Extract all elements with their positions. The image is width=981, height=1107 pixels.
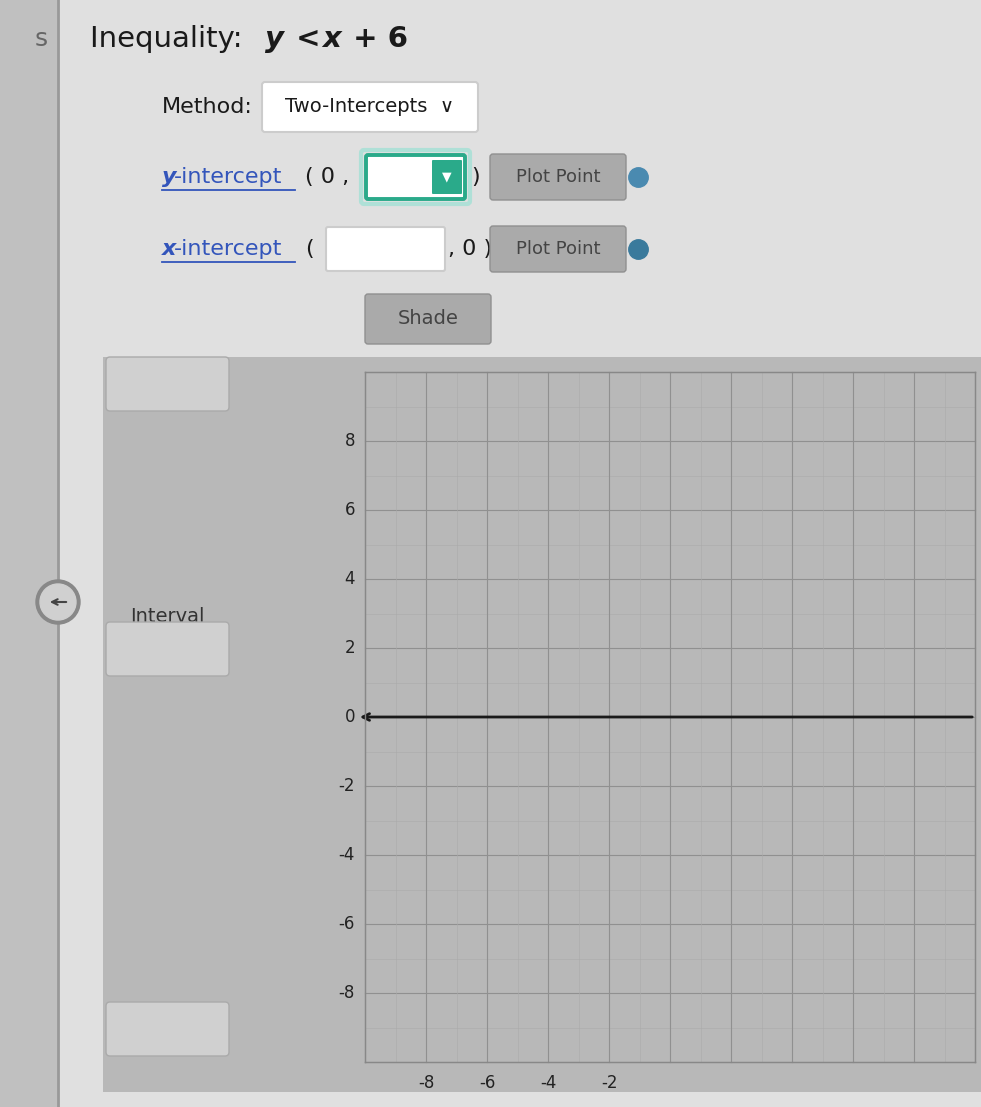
Text: Two-Intercepts  ∨: Two-Intercepts ∨	[285, 97, 454, 116]
Text: -2: -2	[600, 1074, 617, 1092]
Text: Interval: Interval	[130, 608, 205, 627]
FancyBboxPatch shape	[106, 622, 229, 676]
Text: -4: -4	[338, 846, 355, 863]
Text: -intercept: -intercept	[174, 167, 283, 187]
Text: -6: -6	[338, 915, 355, 933]
Text: Plot Point: Plot Point	[516, 240, 600, 258]
Text: -10: -10	[148, 1017, 186, 1041]
FancyBboxPatch shape	[0, 0, 58, 1107]
FancyBboxPatch shape	[490, 226, 626, 272]
Text: 0: 0	[344, 708, 355, 726]
FancyBboxPatch shape	[326, 227, 445, 271]
FancyBboxPatch shape	[58, 0, 981, 356]
FancyBboxPatch shape	[262, 82, 478, 132]
Text: ▼: ▼	[442, 170, 452, 184]
Text: ( 0 ,: ( 0 ,	[305, 167, 349, 187]
Text: 2: 2	[344, 639, 355, 656]
Text: x: x	[322, 25, 340, 53]
Text: + 6: + 6	[343, 25, 408, 53]
FancyBboxPatch shape	[106, 356, 229, 411]
Text: -2: -2	[338, 777, 355, 795]
Text: y: y	[162, 167, 177, 187]
Text: |: |	[376, 166, 383, 188]
Circle shape	[36, 580, 80, 624]
Text: 10: 10	[153, 372, 182, 396]
FancyBboxPatch shape	[366, 155, 465, 199]
Text: 1: 1	[160, 637, 175, 661]
Text: Method:: Method:	[162, 97, 253, 117]
Text: -8: -8	[418, 1074, 435, 1092]
Text: 6: 6	[344, 501, 355, 519]
Text: <: <	[286, 25, 331, 53]
Text: Shade: Shade	[397, 310, 458, 329]
Text: y: y	[265, 25, 284, 53]
Text: ): )	[471, 167, 480, 187]
Text: 8: 8	[344, 432, 355, 451]
FancyBboxPatch shape	[103, 356, 981, 1092]
Text: -6: -6	[479, 1074, 495, 1092]
Text: -intercept: -intercept	[174, 239, 283, 259]
FancyBboxPatch shape	[106, 1002, 229, 1056]
FancyBboxPatch shape	[490, 154, 626, 200]
FancyBboxPatch shape	[365, 294, 491, 344]
Text: 4: 4	[344, 570, 355, 588]
Text: , 0 ): , 0 )	[448, 239, 492, 259]
Text: Inequality:: Inequality:	[90, 25, 252, 53]
Circle shape	[40, 584, 76, 620]
Text: -4: -4	[540, 1074, 556, 1092]
Text: -8: -8	[338, 984, 355, 1002]
Text: x: x	[162, 239, 177, 259]
Text: (: (	[305, 239, 314, 259]
Text: Plot Point: Plot Point	[516, 168, 600, 186]
Text: s: s	[35, 27, 48, 51]
FancyBboxPatch shape	[432, 161, 462, 194]
